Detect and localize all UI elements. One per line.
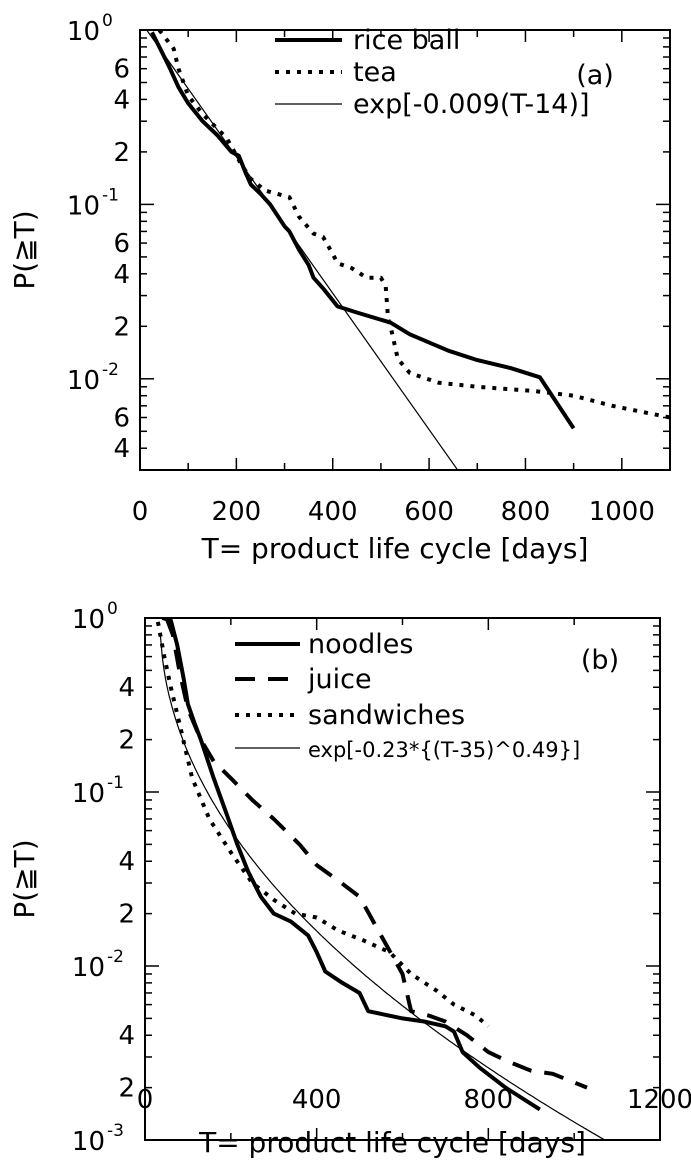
legend-label: rice ball [353, 25, 460, 56]
x-tick-label: 0 [132, 497, 149, 527]
y-minor-tick-label: 2 [113, 312, 130, 342]
y-minor-tick-label: 2 [118, 1074, 135, 1104]
x-tick-label: 1200 [627, 1085, 691, 1115]
y-tick-label-base: 10 [72, 605, 105, 635]
plot-frame [144, 617, 661, 1141]
y-tick-label-exponent: -1 [102, 185, 119, 205]
x-axis-title: T= product life cycle [days] [198, 1126, 586, 1159]
y-tick-label-exponent: -1 [107, 773, 124, 793]
y-tick-label-exponent: -2 [107, 947, 124, 967]
y-tick-label-base: 10 [67, 17, 100, 47]
y-tick-label-base: 10 [72, 953, 105, 983]
y-minor-tick-label: 2 [113, 138, 130, 168]
y-tick-label-base: 10 [72, 1127, 105, 1157]
y-axis-title: P(≧T) [8, 839, 41, 918]
y-minor-tick-label: 4 [118, 673, 135, 703]
legend-label: juice [307, 664, 372, 695]
y-tick-label-exponent: 0 [102, 11, 113, 31]
x-tick-label: 800 [501, 497, 551, 527]
legend-label: exp[-0.009(T-14)] [353, 89, 590, 120]
y-minor-tick-label: 4 [113, 260, 130, 290]
y-minor-tick-label: 6 [113, 229, 130, 259]
x-tick-label: 400 [308, 497, 358, 527]
y-minor-tick-label: 4 [113, 434, 130, 464]
series-line-1 [157, 30, 670, 420]
legend-label: tea [353, 57, 397, 88]
x-tick-label: 200 [212, 497, 262, 527]
x-tick-label: 400 [292, 1085, 342, 1115]
x-tick-label: 1000 [589, 497, 655, 527]
series-line-2 [155, 621, 490, 1028]
legend-label: exp[-0.23*{(T-35)^0.49}] [308, 738, 580, 762]
y-tick-label-exponent: 0 [107, 599, 118, 619]
y-minor-tick-label: 4 [113, 85, 130, 115]
x-tick-label: 800 [464, 1085, 514, 1115]
legend-label: sandwiches [308, 700, 465, 731]
y-minor-tick-label: 6 [113, 55, 130, 85]
y-minor-tick-label: 6 [113, 403, 130, 433]
y-tick-label-exponent: -3 [107, 1121, 124, 1141]
y-minor-tick-label: 2 [118, 900, 135, 930]
y-minor-tick-label: 2 [118, 726, 135, 756]
y-minor-tick-label: 4 [118, 1021, 135, 1051]
series-line-1 [164, 618, 588, 1090]
y-tick-label-exponent: -2 [102, 360, 119, 380]
panel-label: (b) [581, 645, 619, 676]
x-tick-label: 600 [404, 497, 454, 527]
y-axis-title: P(≧T) [8, 210, 41, 289]
series-line-2 [146, 30, 459, 470]
panel-label: (a) [576, 60, 614, 91]
y-tick-label-base: 10 [67, 366, 100, 396]
y-tick-label-base: 10 [67, 191, 100, 221]
plot-frame [139, 29, 671, 471]
series-line-3 [159, 635, 607, 1140]
y-tick-label-base: 10 [72, 779, 105, 809]
legend-label: noodles [308, 629, 413, 660]
y-minor-tick-label: 4 [118, 847, 135, 877]
x-tick-label: 0 [137, 1085, 154, 1115]
x-axis-title: T= product life cycle [days] [201, 532, 589, 565]
